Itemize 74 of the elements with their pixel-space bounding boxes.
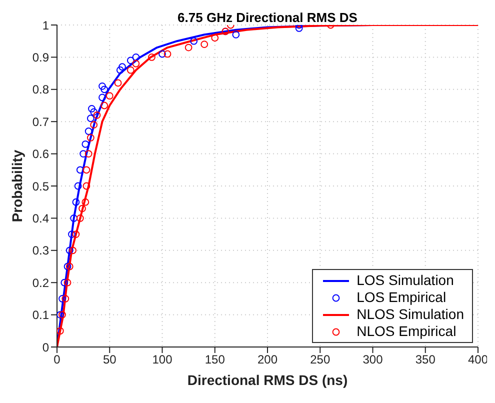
chart-title: 6.75 GHz Directional RMS DS <box>176 10 358 25</box>
point <box>82 198 90 206</box>
point <box>211 34 219 42</box>
x-tick-label: 100 <box>152 352 173 367</box>
point <box>232 30 240 38</box>
point <box>72 198 80 206</box>
x-tick-label: 150 <box>204 352 226 367</box>
point <box>76 214 84 222</box>
point <box>66 246 74 254</box>
point <box>90 121 98 129</box>
point <box>58 295 66 302</box>
y-tick-label: 0.4 <box>32 211 50 226</box>
point <box>69 246 76 254</box>
point <box>295 25 303 32</box>
point <box>82 166 90 174</box>
point <box>126 66 134 74</box>
point <box>62 295 70 302</box>
x-tick-label: 200 <box>257 352 278 367</box>
point <box>68 230 76 238</box>
x-tick-label: 350 <box>415 352 436 367</box>
point <box>88 105 96 112</box>
point <box>86 114 94 122</box>
point <box>126 56 134 64</box>
legend-label: LOS Simulation <box>356 272 454 289</box>
point <box>78 204 86 212</box>
x-axis-title: Directional RMS DS (ns) <box>187 372 348 388</box>
point <box>70 214 78 222</box>
point <box>118 63 126 71</box>
y-tick-label: 0.9 <box>32 50 50 64</box>
point <box>84 128 92 135</box>
point <box>98 94 106 102</box>
point <box>190 37 198 45</box>
point <box>100 86 108 94</box>
point <box>148 54 156 61</box>
legend-label: NLOS Simulation <box>356 306 464 323</box>
x-tick-label: 0 <box>54 352 61 367</box>
point <box>93 111 101 119</box>
point <box>200 40 208 48</box>
point <box>72 230 80 238</box>
point <box>60 278 68 286</box>
point <box>90 108 98 116</box>
point <box>158 50 166 58</box>
x-tick-label: 250 <box>310 352 330 367</box>
x-tick-label: 300 <box>362 352 384 367</box>
y-tick-label: 0.6 <box>32 147 50 162</box>
point <box>64 278 72 286</box>
point <box>82 182 90 190</box>
point <box>184 44 192 52</box>
y-tick-label: 1 <box>42 18 50 32</box>
y-tick-label: 0.5 <box>32 179 50 194</box>
point <box>84 150 92 158</box>
point <box>86 134 94 142</box>
y-tick-label: 0.2 <box>32 276 50 290</box>
legend-label: LOS Empirical <box>356 289 446 306</box>
y-tick-label: 0.7 <box>32 114 50 129</box>
y-tick-label: 0 <box>42 340 50 354</box>
point <box>100 102 108 110</box>
y-axis-title: Probability <box>8 150 25 222</box>
y-tick-label: 0.3 <box>32 244 50 258</box>
point <box>114 79 122 87</box>
point <box>74 182 82 190</box>
point <box>82 140 90 148</box>
x-tick-label: 50 <box>102 352 117 367</box>
point <box>164 50 172 58</box>
point <box>132 54 140 61</box>
legend-label: NLOS Empirical <box>356 323 456 340</box>
point <box>76 166 84 174</box>
y-tick-label: 0.1 <box>32 308 50 322</box>
y-tick-label: 0.8 <box>32 82 50 97</box>
point <box>106 92 114 100</box>
point <box>98 82 106 90</box>
point <box>57 327 64 335</box>
point <box>132 60 140 68</box>
point <box>116 66 124 74</box>
